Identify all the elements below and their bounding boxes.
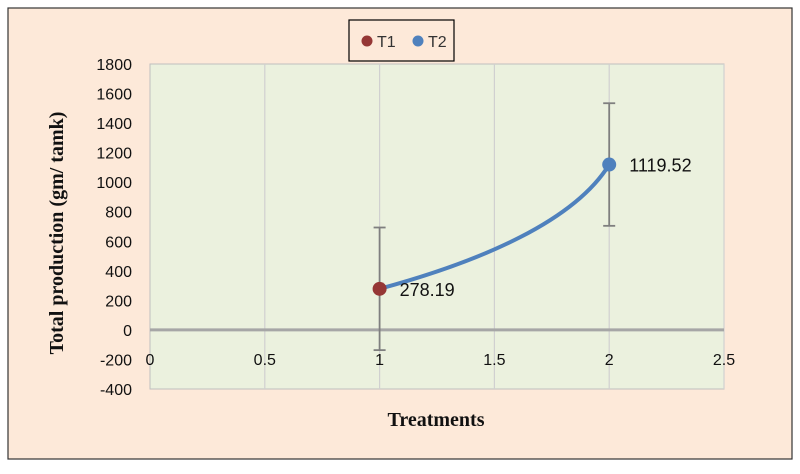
y-tick-label: 1600: [96, 87, 132, 104]
legend-label-t2: T2: [428, 34, 447, 51]
legend-marker-t1: [361, 35, 373, 47]
x-tick-labels: 0 0.5 1 1.5 2 2.5: [146, 352, 736, 369]
x-tick-label: 0: [146, 352, 155, 369]
y-tick-label: 600: [105, 234, 132, 251]
y-tick-label: 1000: [96, 175, 132, 192]
legend-label-t1: T1: [377, 34, 396, 51]
legend-marker-t2: [412, 35, 424, 47]
x-tick-label: 2: [605, 352, 614, 369]
data-point-t1: [372, 281, 387, 296]
y-tick-label: 1800: [96, 57, 132, 74]
y-tick-label: -400: [100, 382, 132, 399]
y-tick-label: 1200: [96, 146, 132, 163]
x-tick-label: 2.5: [713, 352, 735, 369]
legend: T1 T2: [348, 19, 455, 62]
trend-connector-line: [377, 162, 612, 291]
y-tick-label: 1400: [96, 116, 132, 133]
y-axis-title: Total production (gm/ tamk): [46, 112, 68, 355]
y-tick-label: 0: [123, 323, 132, 340]
y-tick-label: 200: [105, 293, 132, 310]
x-tick-label: 1.5: [483, 352, 505, 369]
plot-area: [149, 63, 725, 390]
y-tick-label: 400: [105, 264, 132, 281]
x-axis-title: Treatments: [387, 409, 484, 431]
y-tick-label: 800: [105, 205, 132, 222]
data-label-t1: 278.19: [400, 280, 455, 300]
y-tick-label: -200: [100, 352, 132, 369]
trend-connector: [377, 162, 612, 291]
x-tick-label: 1: [375, 352, 384, 369]
data-points: [372, 157, 617, 296]
data-labels: 278.19 1119.52: [400, 156, 692, 300]
y-tick-labels: -400 -200 0 200 400 600 800 1000 1200 1400 1600 180…: [96, 57, 132, 399]
data-label-t2: 1119.52: [629, 156, 691, 176]
x-tick-label: 0.5: [254, 352, 276, 369]
data-point-t2: [602, 157, 617, 172]
